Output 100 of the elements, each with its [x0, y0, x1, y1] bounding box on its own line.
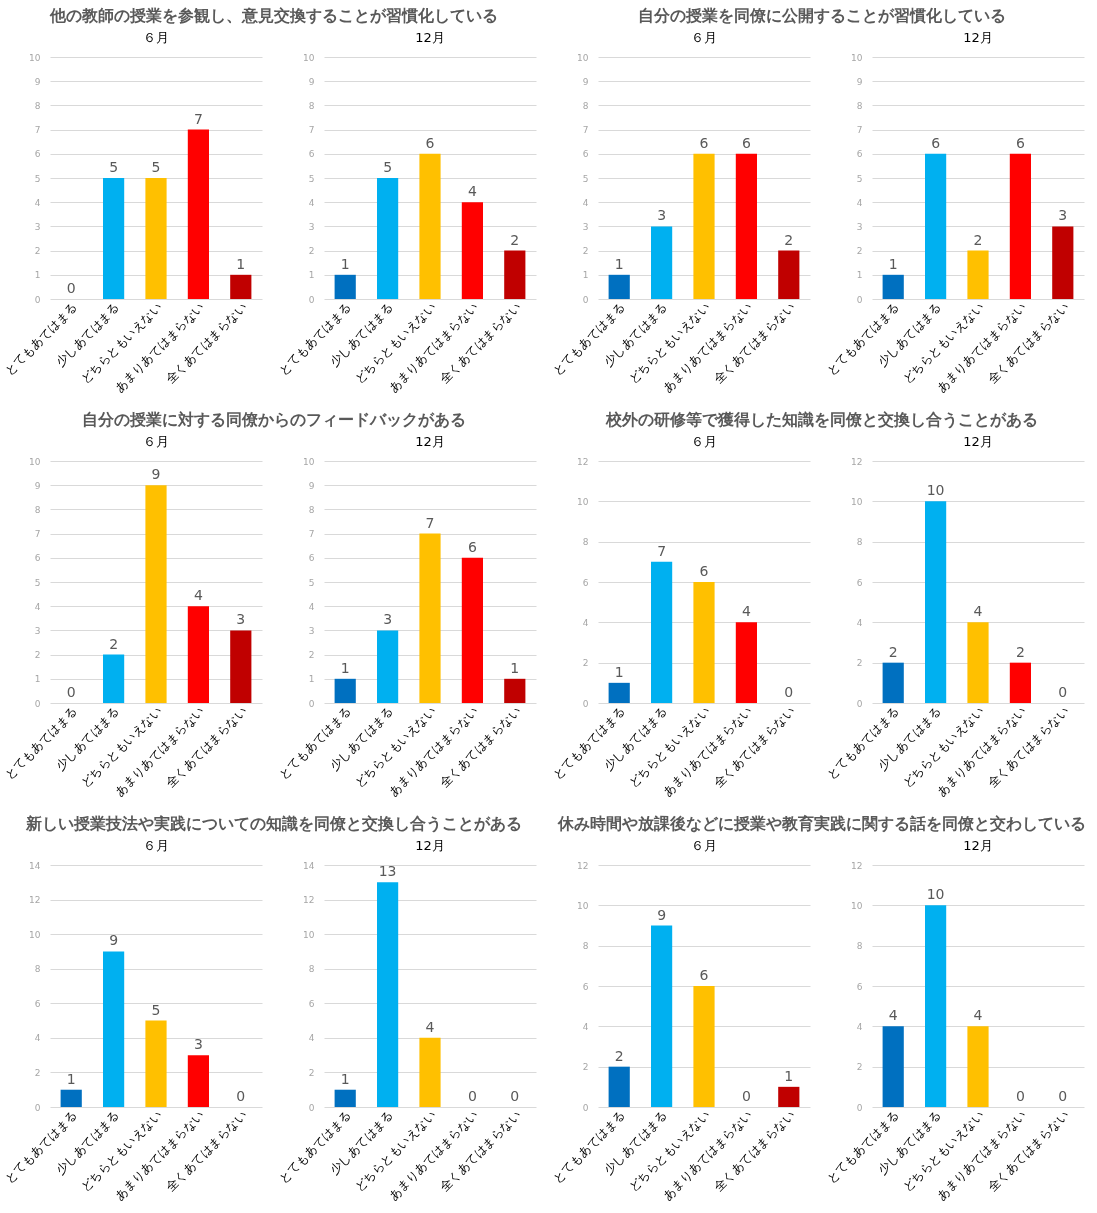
chart-subtitle: ６月: [143, 30, 169, 45]
y-tick-label: 0: [582, 698, 589, 709]
y-tick-label: 10: [577, 52, 589, 63]
y-tick-label: 7: [856, 125, 863, 136]
bar: [145, 485, 167, 703]
y-tick-label: 4: [856, 197, 863, 208]
y-tick-label: 4: [582, 197, 589, 208]
bar: [608, 274, 630, 299]
y-tick-label: 1: [856, 270, 863, 281]
y-tick-label: 8: [582, 537, 589, 548]
data-label: 4: [888, 1007, 898, 1024]
data-label: 2: [784, 231, 794, 248]
chart-title: 校外の研修等で獲得した知識を同僚と交換し合うことがある: [604, 409, 1039, 431]
y-tick-label: 8: [856, 100, 863, 111]
data-label: 6: [699, 134, 709, 151]
y-tick-label: 10: [851, 900, 863, 911]
data-label: 0: [1058, 684, 1068, 700]
y-tick-label: 4: [34, 197, 41, 208]
data-label: 4: [973, 1007, 983, 1024]
y-tick-label: 10: [851, 52, 863, 63]
bar: [103, 654, 125, 703]
chart-subtitle: ６月: [691, 30, 717, 45]
chart-subtitle: 12月: [415, 434, 445, 449]
bar: [145, 1020, 167, 1107]
y-tick-label: 1: [582, 270, 589, 281]
bar: [925, 501, 947, 703]
chart-title: 他の教師の授業を参観し、意見交換することが習慣化している: [48, 5, 499, 27]
data-label: 10: [926, 886, 945, 903]
y-tick-label: 10: [29, 52, 41, 63]
y-tick-label: 6: [34, 998, 41, 1009]
y-tick-label: 6: [582, 149, 589, 160]
y-tick-label: 6: [308, 553, 315, 564]
y-tick-label: 2: [34, 650, 41, 661]
y-tick-label: 2: [856, 1062, 863, 1073]
data-label: 2: [1015, 643, 1025, 660]
data-label: 5: [109, 159, 119, 175]
y-tick-label: 5: [582, 173, 589, 184]
bar: [334, 1089, 356, 1107]
y-tick-label: 7: [308, 529, 315, 540]
y-tick-label: 9: [308, 76, 315, 87]
y-tick-label: 0: [34, 294, 41, 305]
y-tick-label: 10: [303, 456, 315, 467]
y-tick-label: 8: [582, 941, 589, 952]
y-tick-label: 9: [308, 480, 315, 491]
data-label: 3: [236, 611, 246, 628]
data-label: 7: [193, 110, 203, 127]
bar: [145, 178, 167, 299]
bar: [334, 678, 356, 703]
y-tick-label: 7: [34, 125, 41, 136]
data-label: 3: [193, 1036, 203, 1053]
y-tick-label: 1: [308, 270, 315, 281]
chart-title: 休み時間や放課後などに授業や教育実践に関する話を同僚と交わしている: [556, 813, 1087, 835]
data-label: 2: [109, 635, 119, 652]
y-tick-label: 14: [303, 860, 315, 871]
bar: [230, 274, 252, 299]
data-label: 4: [467, 183, 477, 200]
data-label: 2: [614, 1047, 624, 1064]
y-tick-label: 4: [34, 601, 41, 612]
bar: [651, 925, 673, 1107]
bar: [1052, 226, 1074, 299]
data-label: 3: [657, 207, 667, 224]
bar: [967, 250, 989, 299]
y-tick-label: 8: [34, 504, 41, 515]
chart-subtitle: 12月: [415, 838, 445, 853]
y-tick-label: 2: [582, 1062, 589, 1073]
y-tick-label: 3: [34, 625, 41, 636]
y-tick-label: 10: [303, 52, 315, 63]
y-tick-label: 5: [34, 577, 41, 588]
bar: [377, 630, 399, 703]
y-tick-label: 10: [577, 496, 589, 507]
y-tick-label: 12: [303, 895, 315, 906]
bar: [419, 153, 441, 299]
data-label: 1: [614, 255, 624, 272]
data-label: 0: [1058, 1088, 1068, 1104]
chart-subtitle: ６月: [691, 434, 717, 449]
bar: [693, 986, 715, 1107]
y-tick-label: 10: [577, 900, 589, 911]
y-tick-label: 12: [29, 895, 41, 906]
bar: [504, 678, 526, 703]
data-label: 9: [151, 466, 161, 483]
bar: [230, 630, 252, 703]
data-label: 1: [236, 255, 246, 272]
y-tick-label: 8: [308, 100, 315, 111]
data-label: 1: [614, 663, 624, 680]
y-tick-label: 0: [582, 1102, 589, 1113]
bar: [504, 250, 526, 299]
data-label: 9: [657, 906, 667, 923]
y-tick-label: 10: [29, 929, 41, 940]
data-label: 1: [510, 659, 520, 676]
bar: [882, 662, 904, 703]
bar: [103, 951, 125, 1107]
data-label: 10: [926, 482, 945, 499]
bar: [651, 561, 673, 703]
y-tick-label: 7: [308, 125, 315, 136]
y-tick-label: 0: [308, 698, 315, 709]
bar: [925, 153, 947, 299]
y-tick-label: 8: [34, 100, 41, 111]
data-label: 4: [741, 603, 751, 620]
bar: [103, 178, 125, 299]
chart-subtitle: 12月: [963, 434, 993, 449]
